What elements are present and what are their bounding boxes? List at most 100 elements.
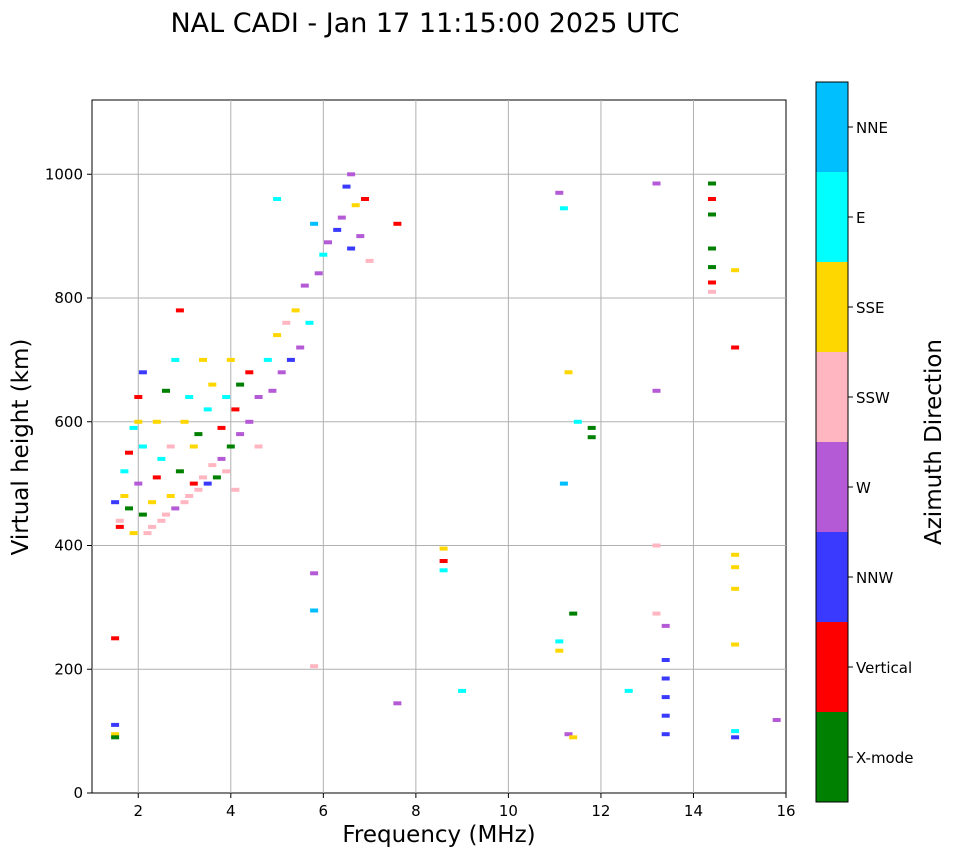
data-point (393, 221, 402, 226)
data-point (305, 320, 314, 325)
data-point (731, 565, 740, 570)
data-point (731, 345, 740, 350)
data-point (708, 265, 716, 270)
colorbar-segment (816, 262, 848, 352)
y-axis-ticks: 0 200 400 600 800 1000 (45, 165, 92, 802)
data-point (731, 586, 740, 591)
data-point (236, 432, 245, 437)
data-point (199, 357, 207, 362)
data-point (268, 388, 277, 393)
data-point (125, 506, 133, 511)
data-point (129, 531, 138, 536)
data-point (111, 735, 120, 740)
data-point (555, 639, 564, 644)
colorbar-tick-label: E (856, 209, 865, 227)
data-point (254, 444, 263, 449)
data-point (439, 568, 448, 573)
data-point (245, 419, 254, 424)
data-point (310, 221, 319, 226)
data-point (661, 658, 670, 662)
data-point (624, 688, 633, 693)
data-point (111, 500, 120, 505)
data-point (772, 718, 781, 722)
colorbar: X-mode Vertical NNW W SSW SSE E NNE (815, 81, 913, 803)
data-point (125, 450, 133, 455)
data-point (314, 271, 323, 276)
data-point (731, 552, 740, 557)
data-point (296, 345, 305, 350)
data-point (231, 407, 240, 412)
colorbar-tick-label: SSW (856, 389, 890, 407)
colorbar-segment (816, 352, 848, 442)
y-axis-label: Virtual height (km) (8, 339, 34, 556)
data-point (365, 258, 374, 263)
data-point (661, 676, 670, 681)
x-axis-label: Frequency (MHz) (342, 822, 535, 848)
x-tick-label: 6 (319, 802, 329, 820)
data-point (180, 500, 189, 505)
data-point (310, 608, 319, 613)
data-point (282, 320, 291, 325)
data-point (273, 197, 282, 201)
plot-area (91, 99, 787, 794)
data-point (111, 722, 120, 727)
data-point (254, 395, 263, 399)
data-point (559, 206, 568, 211)
data-point (226, 357, 235, 362)
colorbar-segment (816, 82, 848, 172)
data-point (708, 197, 716, 201)
data-point (185, 395, 194, 399)
data-point (138, 444, 147, 449)
data-point (300, 283, 309, 288)
data-point (115, 518, 124, 523)
data-point (661, 623, 670, 628)
data-point (148, 524, 157, 529)
data-point (134, 395, 143, 399)
colorbar-segment (816, 172, 848, 262)
y-tick-label: 400 (54, 537, 83, 555)
colorbar-frame (815, 81, 849, 803)
colorbar-tick-label: W (856, 479, 871, 497)
data-point (194, 487, 203, 492)
data-point (138, 370, 147, 375)
data-point (217, 425, 226, 430)
data-point (356, 234, 365, 239)
data-point (199, 475, 207, 480)
data-point (212, 475, 221, 480)
x-axis-ticks: 2 4 6 8 10 12 14 16 (133, 793, 796, 820)
data-point (661, 713, 670, 718)
y-tick-label: 200 (54, 660, 83, 678)
data-point (166, 494, 175, 498)
data-point (731, 642, 740, 647)
colorbar-segment (816, 712, 848, 802)
data-point (166, 444, 175, 449)
data-point (185, 494, 194, 498)
data-point (731, 268, 740, 273)
data-point (157, 456, 166, 461)
data-point (180, 419, 189, 424)
data-point (152, 419, 161, 424)
data-point (555, 190, 564, 195)
data-point (175, 469, 184, 474)
data-point (347, 246, 356, 251)
y-tick-label: 1000 (45, 165, 83, 183)
data-point (194, 432, 203, 437)
x-tick-label: 14 (684, 802, 703, 820)
x-tick-label: 8 (411, 802, 421, 820)
x-tick-label: 16 (776, 802, 795, 820)
data-point (129, 425, 138, 430)
data-point (439, 559, 448, 563)
data-point (661, 695, 670, 700)
data-point (708, 212, 716, 217)
data-point (569, 611, 578, 616)
data-point (245, 370, 254, 375)
data-point (143, 531, 152, 536)
y-tick-label: 0 (73, 784, 83, 802)
data-point (175, 308, 184, 313)
data-point (189, 444, 198, 449)
data-point (236, 382, 245, 387)
data-point (319, 252, 328, 257)
y-tick-label: 600 (54, 413, 83, 431)
data-point (148, 500, 157, 505)
